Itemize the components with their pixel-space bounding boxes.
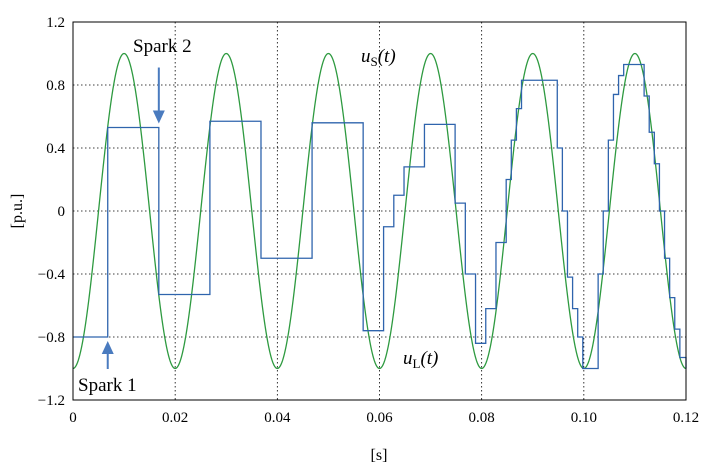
x-tick-label: 0.12	[673, 410, 699, 426]
spark-2-label: Spark 2	[133, 36, 192, 57]
us-label-main: u	[361, 46, 371, 67]
ul-step-curve	[73, 63, 687, 370]
plot-frame	[72, 21, 687, 401]
y-tick-label: −0.4	[38, 267, 66, 283]
us-label-tail: (t)	[378, 46, 396, 67]
spark-1-label: Spark 1	[78, 375, 137, 396]
x-axis-label: [s]	[371, 447, 388, 464]
ul-label-tail: (t)	[420, 348, 438, 369]
y-tick-label: −0.8	[38, 330, 65, 346]
x-tick-label: 0	[69, 410, 77, 426]
y-axis-label: [p.u.]	[9, 194, 26, 229]
x-tick-label: 0.10	[571, 410, 597, 426]
y-tick-label: −1.2	[38, 393, 65, 409]
y-tick-label: 0.8	[46, 78, 65, 94]
x-tick-label: 0.04	[264, 410, 291, 426]
y-tick-label: 0	[58, 204, 66, 220]
us-label-sub: S	[371, 54, 378, 69]
us-curve-label: uS(t)	[361, 46, 396, 69]
ul-label-sub: L	[413, 356, 421, 371]
x-tick-label: 0.02	[162, 410, 188, 426]
spark-1-arrow-head	[101, 341, 114, 354]
tick-labels: 0 0.02 0.04 0.06 0.08 0.10 0.12 1.2 0.8 0.4 0 −0.4 −…	[38, 15, 699, 426]
ul-curve-label: uL(t)	[403, 348, 438, 371]
ul-label-main: u	[403, 348, 413, 369]
y-tick-label: 1.2	[46, 15, 65, 31]
series-layer	[72, 52, 687, 370]
annotations: Spark 2 Spark 1	[78, 36, 192, 396]
x-tick-label: 0.08	[469, 410, 495, 426]
x-tick-label: 0.06	[366, 410, 393, 426]
y-tick-label: 0.4	[46, 141, 65, 157]
spark-2-arrow-head	[152, 110, 165, 124]
grid-lines	[73, 22, 686, 400]
